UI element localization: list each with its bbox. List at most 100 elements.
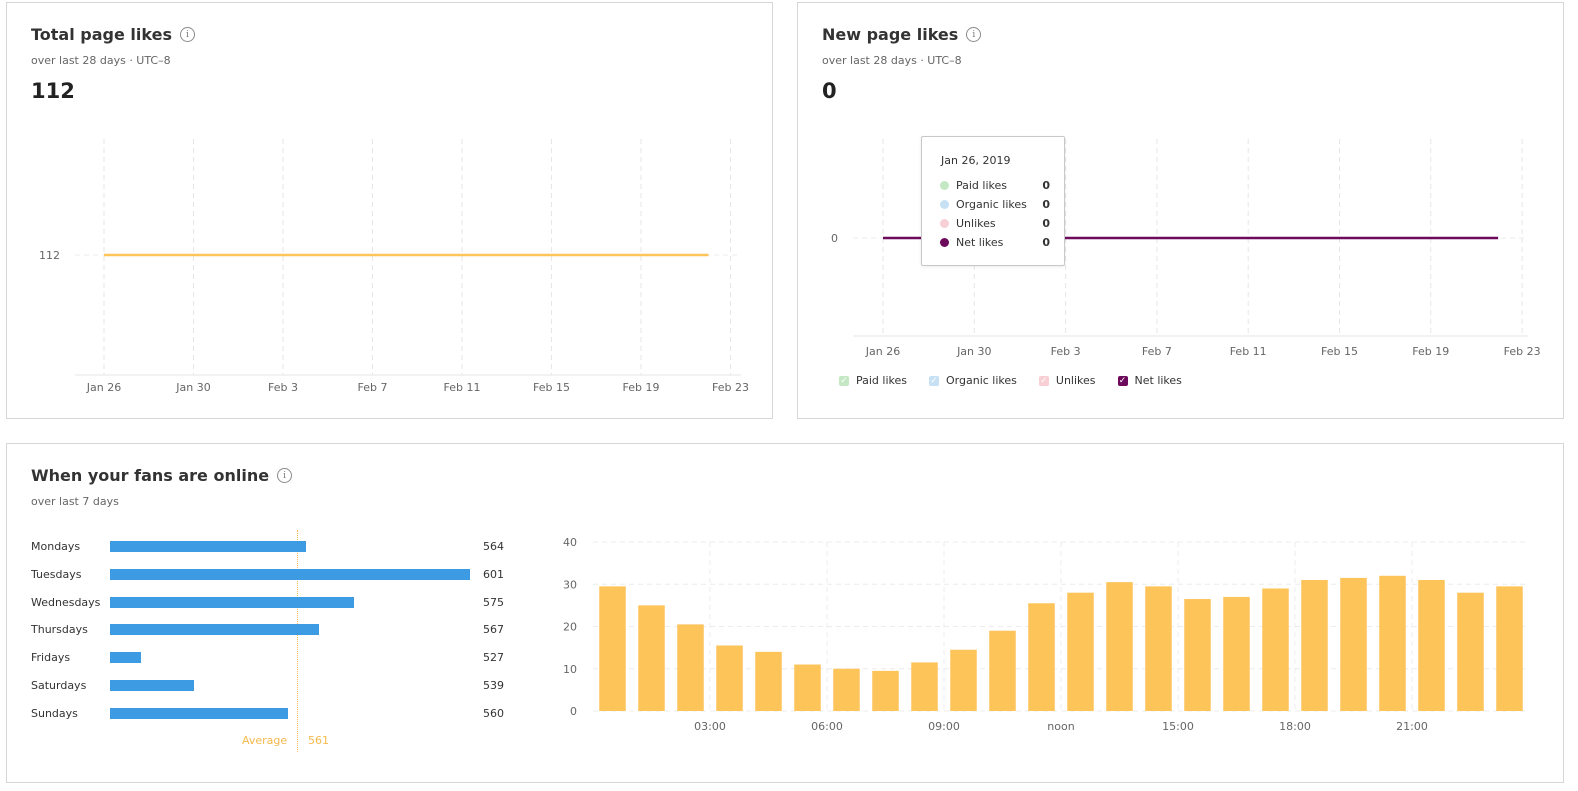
total-likes-chart: Jan 26 Jan 30 Feb 3 Feb 7 Feb 11 Feb 15 Feb 19…: [39, 139, 749, 394]
day-label: Fridays: [31, 651, 71, 665]
tooltip-label: Unlikes: [956, 216, 996, 230]
tooltip-value: 0: [1042, 178, 1050, 192]
checkbox-icon[interactable]: ✓: [1038, 375, 1049, 386]
x-tick-label: Feb 3: [1051, 345, 1081, 358]
day-value: 567: [483, 623, 504, 637]
legend-item-organic-likes[interactable]: ✓ Organic likes: [929, 374, 1017, 387]
hour-bar: [1379, 575, 1406, 711]
legend-item-paid-likes[interactable]: ✓ Paid likes: [839, 374, 907, 387]
hour-bar: [1223, 596, 1250, 711]
x-tick-label: Feb 23: [1504, 345, 1541, 358]
checkbox-icon[interactable]: ✓: [839, 375, 849, 386]
day-row: Tuesdays 601: [31, 568, 511, 582]
total-likes-value: 112: [31, 79, 75, 103]
x-tick-label: Feb 11: [444, 381, 481, 394]
legend-label: Net likes: [1134, 374, 1182, 387]
hour-bar: [755, 651, 782, 711]
new-likes-value: 0: [822, 79, 837, 103]
x-tick-label: 21:00: [1396, 720, 1428, 733]
hour-bar: [1418, 580, 1445, 711]
day-label: Thursdays: [31, 623, 88, 637]
chart-tooltip: Jan 26, 2019 Paid likes 0 Organic likes …: [921, 136, 1065, 266]
paid-likes-dot-icon: [940, 180, 949, 190]
day-bar: [110, 541, 306, 552]
info-icon[interactable]: i: [966, 27, 982, 42]
x-tick-label: Feb 19: [1412, 345, 1449, 358]
hour-bar: [599, 586, 626, 711]
hour-bar: [1184, 599, 1211, 711]
y-tick-label: 20: [563, 621, 577, 634]
day-label: Saturdays: [31, 679, 87, 692]
new-page-likes-card: New page likes i over last 28 days · UTC…: [797, 2, 1564, 419]
y-tick-label: 40: [563, 536, 577, 549]
y-tick-label: 0: [570, 705, 577, 718]
tooltip-row-paid-likes: Paid likes 0: [940, 178, 1050, 192]
average-label: Average: [242, 734, 288, 747]
legend-item-unlikes[interactable]: ✓ Unlikes: [1038, 374, 1096, 387]
y-tick-label: 112: [39, 249, 60, 262]
day-value: 539: [483, 679, 504, 692]
info-icon[interactable]: i: [179, 27, 195, 42]
day-row: Mondays 564: [31, 540, 511, 554]
hour-bar: [1262, 588, 1289, 711]
hour-bar: [1067, 592, 1094, 711]
x-tick-label: Jan 26: [86, 381, 121, 394]
organic-likes-dot-icon: [940, 199, 949, 209]
x-tick-label: 03:00: [694, 720, 726, 733]
day-row: Fridays 527: [31, 651, 511, 665]
day-bar: [110, 707, 288, 719]
day-row: Wednesdays 575: [31, 596, 511, 610]
checkbox-icon[interactable]: ✓: [929, 375, 940, 386]
x-tick-label: Feb 19: [623, 381, 660, 394]
tooltip-row-organic-likes: Organic likes 0: [940, 197, 1050, 211]
x-tick-label: Jan 30: [956, 345, 991, 358]
chart-legend: ✓ Paid likes ✓ Organic likes ✓ Unlikes ✓…: [839, 374, 1182, 387]
day-label: Tuesdays: [31, 567, 82, 581]
legend-label: Organic likes: [946, 374, 1017, 387]
total-page-likes-card: Total page likes i over last 28 days · U…: [6, 2, 773, 419]
day-bar: [110, 652, 142, 664]
hour-bar: [677, 624, 704, 711]
tooltip-label: Organic likes: [956, 197, 1027, 211]
day-value: 601: [483, 567, 504, 581]
y-tick-label: 0: [831, 232, 838, 245]
checkbox-icon[interactable]: ✓: [1117, 375, 1128, 386]
fans-online-card: When your fans are online i over last 7 …: [6, 443, 1564, 783]
x-tick-label: Jan 30: [175, 381, 210, 394]
hour-bar: [638, 605, 665, 711]
total-page-likes-title-row: Total page likes i: [31, 25, 195, 44]
card-title: New page likes: [822, 25, 959, 44]
day-value: 564: [483, 540, 504, 553]
x-tick-label: Feb 11: [1230, 345, 1267, 358]
hour-bar: [716, 645, 743, 711]
day-value: 527: [483, 651, 504, 665]
tooltip-value: 0: [1042, 216, 1050, 230]
day-row: Sundays 560: [31, 707, 511, 721]
day-bar: [110, 596, 355, 608]
y-tick-label: 10: [563, 663, 577, 676]
day-label: Wednesdays: [31, 595, 101, 609]
x-tick-label: noon: [1047, 720, 1074, 733]
hour-bar: [1028, 603, 1055, 711]
info-icon[interactable]: i: [277, 468, 293, 483]
tooltip-label: Paid likes: [956, 178, 1008, 192]
hour-bar: [989, 630, 1016, 711]
new-page-likes-title-row: New page likes i: [822, 25, 982, 44]
day-row: Saturdays 539: [31, 679, 511, 693]
day-bar: [110, 624, 319, 636]
legend-label: Paid likes: [856, 374, 908, 387]
x-tick-label: Feb 7: [1142, 345, 1172, 358]
card-title: When your fans are online: [31, 466, 270, 485]
x-tick-label: Feb 3: [268, 381, 298, 394]
day-value: 560: [483, 706, 504, 720]
day-label: Sundays: [31, 706, 78, 720]
day-bar: [110, 568, 470, 580]
day-value: 575: [483, 595, 504, 609]
tooltip-value: 0: [1042, 197, 1050, 211]
legend-item-net-likes[interactable]: ✓ Net likes: [1117, 374, 1182, 387]
hour-bar: [872, 670, 899, 711]
card-title: Total page likes: [31, 25, 172, 44]
tooltip-date: Jan 26, 2019: [941, 154, 1011, 167]
hour-bar: [1457, 592, 1484, 711]
card-subtitle: over last 28 days · UTC–8: [31, 54, 171, 67]
